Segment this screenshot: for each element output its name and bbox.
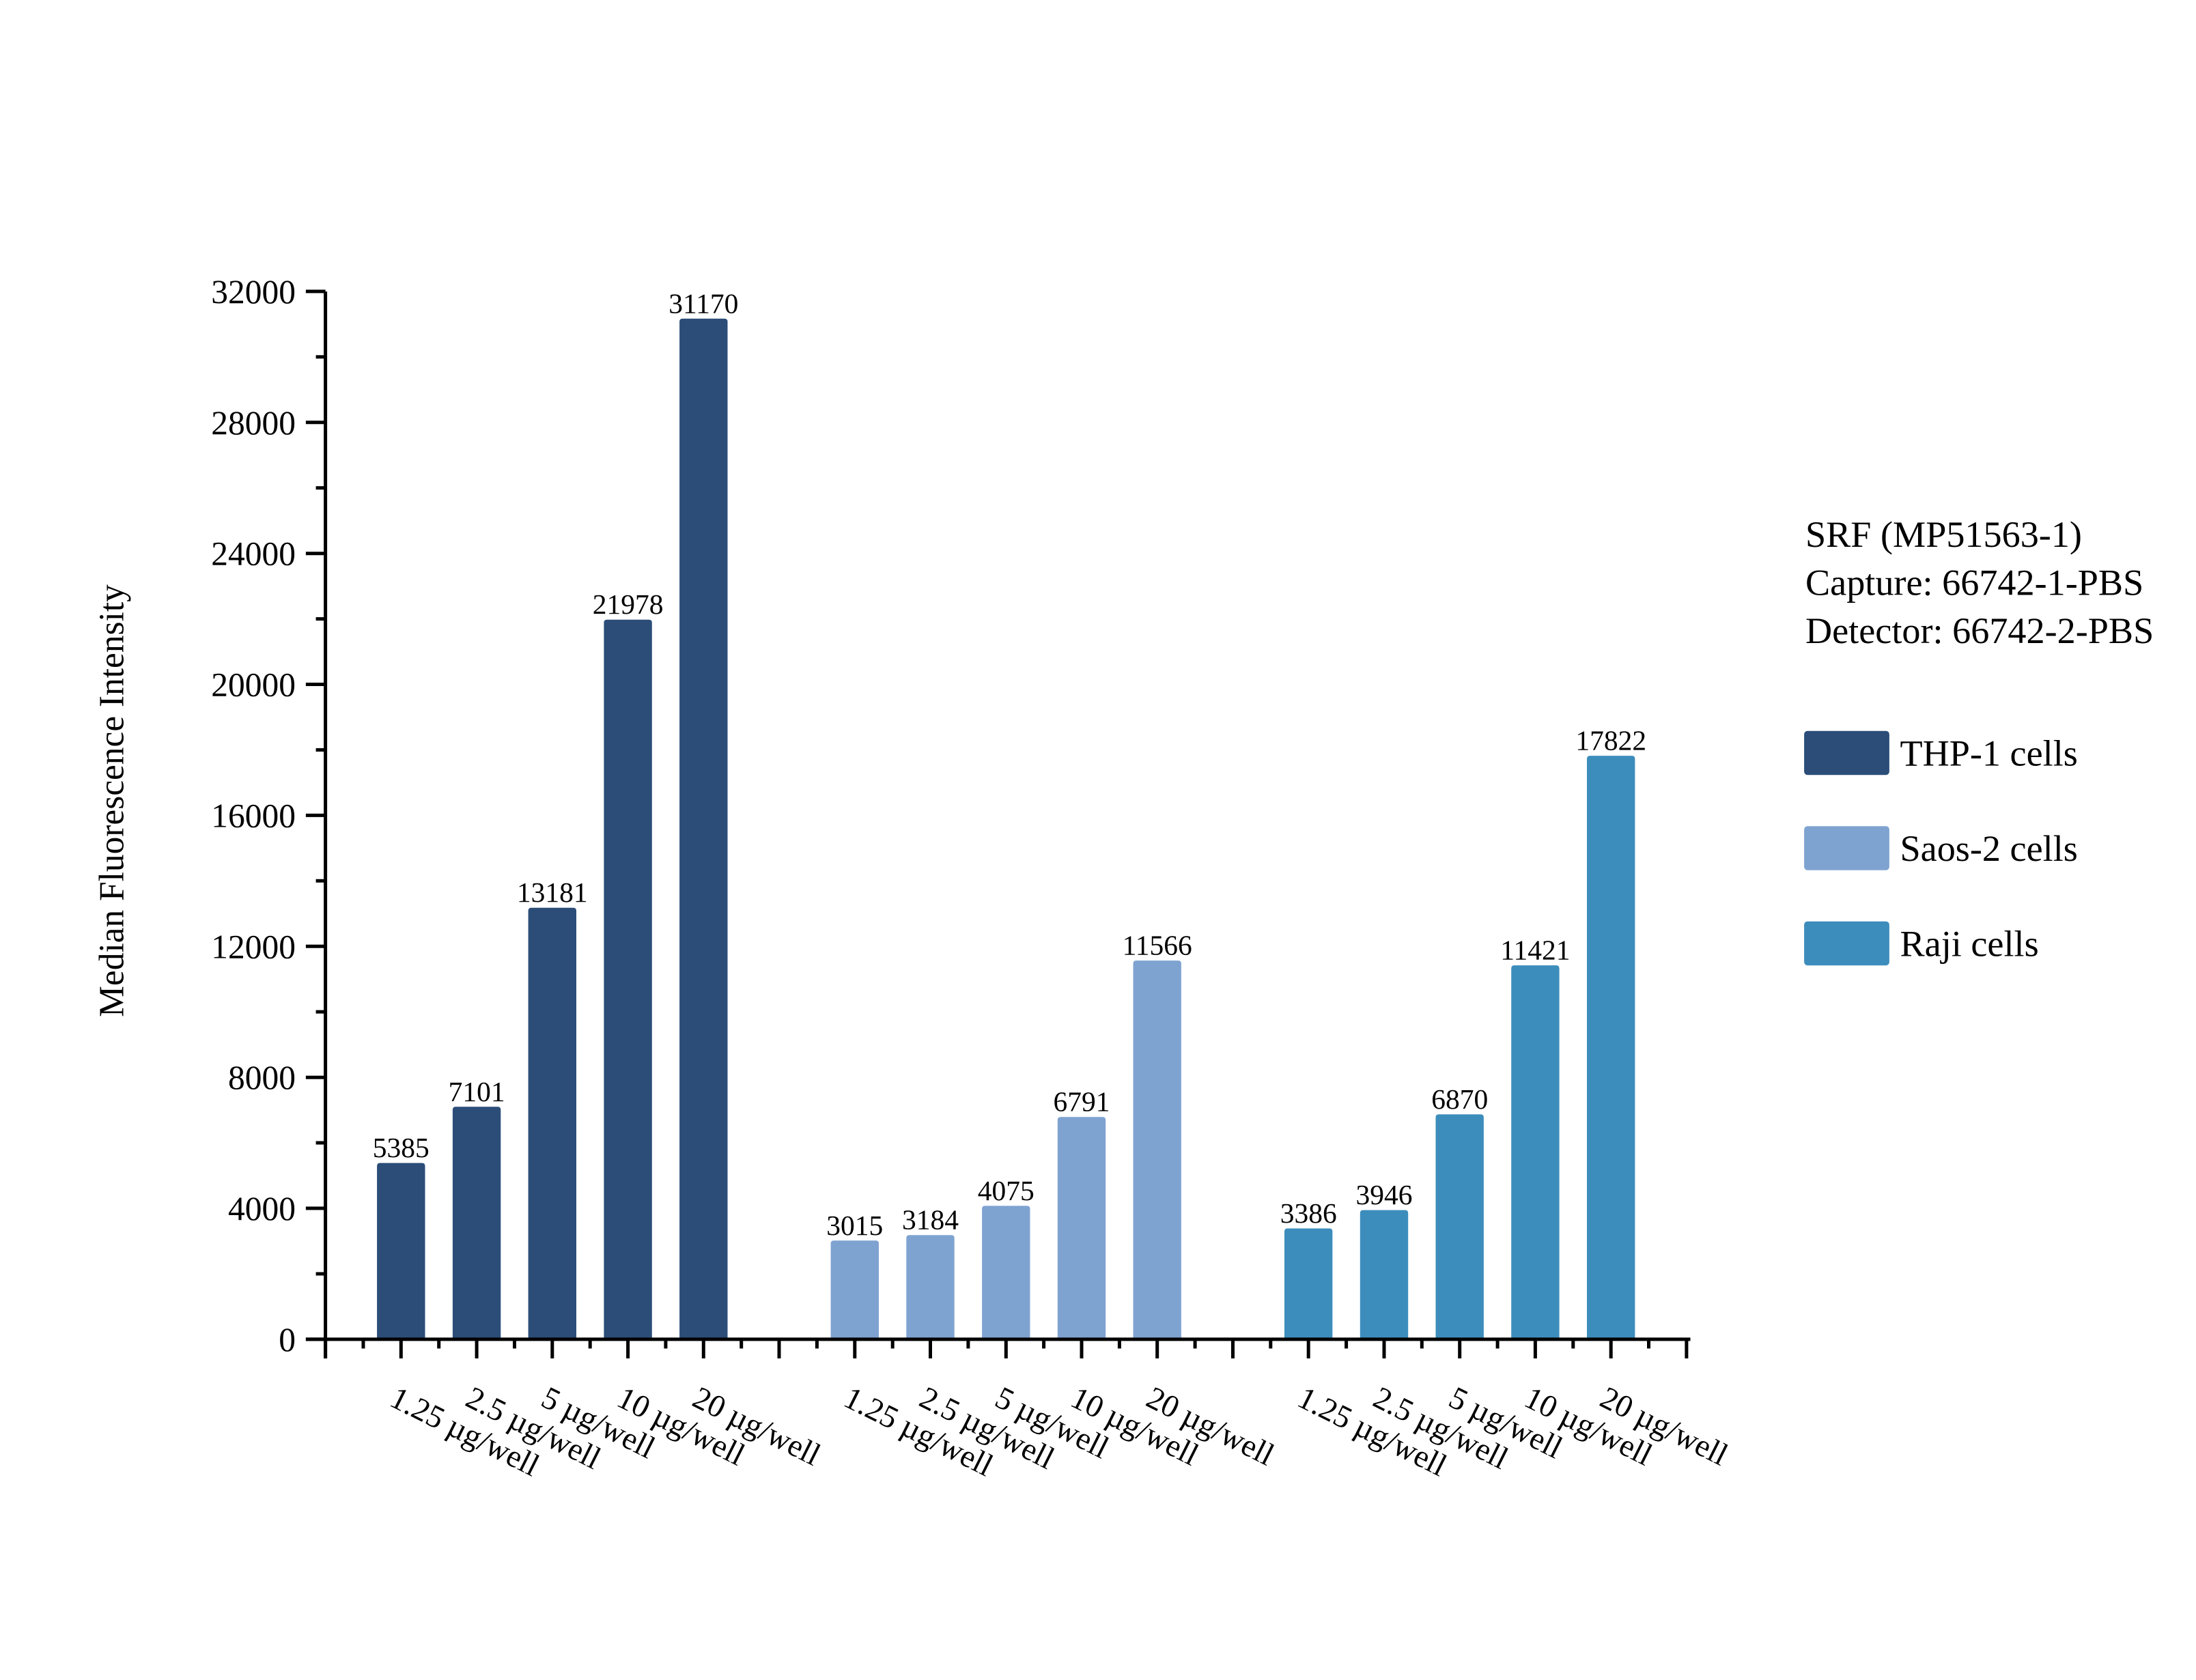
svg-text:12000: 12000 xyxy=(211,928,296,965)
svg-text:11421: 11421 xyxy=(1500,935,1570,966)
svg-text:17822: 17822 xyxy=(1575,725,1646,756)
svg-text:Saos-2 cells: Saos-2 cells xyxy=(1900,828,2078,869)
svg-text:4000: 4000 xyxy=(228,1190,296,1227)
svg-text:3386: 3386 xyxy=(1280,1197,1337,1229)
svg-text:0: 0 xyxy=(279,1321,296,1358)
svg-text:5385: 5385 xyxy=(373,1132,430,1163)
svg-text:16000: 16000 xyxy=(211,797,296,834)
svg-text:3015: 3015 xyxy=(826,1210,883,1241)
svg-text:28000: 28000 xyxy=(211,404,296,442)
svg-text:6870: 6870 xyxy=(1431,1083,1488,1115)
svg-text:Detector: 66742-2-PBS: Detector: 66742-2-PBS xyxy=(1805,610,2154,651)
svg-text:32000: 32000 xyxy=(211,273,296,311)
svg-text:8000: 8000 xyxy=(228,1059,296,1096)
svg-text:31170: 31170 xyxy=(668,287,738,319)
svg-text:3946: 3946 xyxy=(1356,1179,1413,1210)
svg-text:3184: 3184 xyxy=(902,1204,959,1236)
svg-text:20000: 20000 xyxy=(211,666,296,704)
svg-text:24000: 24000 xyxy=(211,535,296,573)
svg-text:7101: 7101 xyxy=(449,1076,505,1107)
svg-text:THP-1 cells: THP-1 cells xyxy=(1900,733,2078,774)
svg-text:6791: 6791 xyxy=(1054,1086,1110,1117)
svg-text:Capture: 66742-1-PBS: Capture: 66742-1-PBS xyxy=(1805,563,2143,603)
svg-text:13181: 13181 xyxy=(517,877,588,908)
svg-text:SRF (MP51563-1): SRF (MP51563-1) xyxy=(1805,514,2082,555)
svg-text:21978: 21978 xyxy=(593,588,664,620)
svg-text:Median Fluorescence Intensity: Median Fluorescence Intensity xyxy=(93,584,132,1017)
svg-text:Raji cells: Raji cells xyxy=(1900,924,2039,965)
svg-text:4075: 4075 xyxy=(978,1175,1034,1206)
svg-text:11566: 11566 xyxy=(1123,930,1192,961)
